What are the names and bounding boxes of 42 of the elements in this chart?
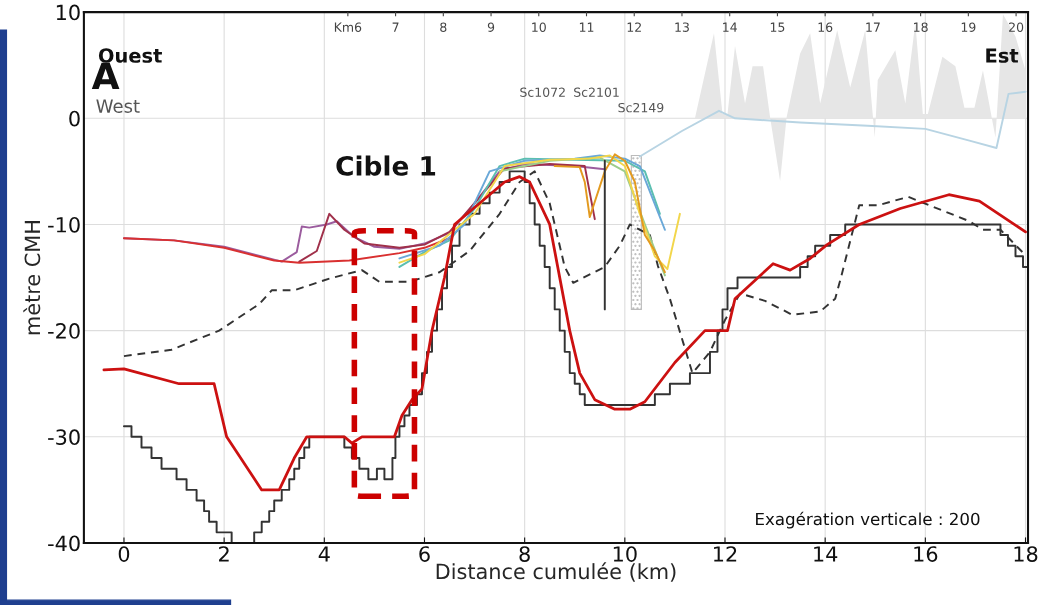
x-tick-label: 16 [914,546,938,562]
annotation: Cible 1 [336,155,436,176]
x2-tick-label: 14 [723,22,737,32]
annotation: Est [986,48,1019,63]
x-axis-title: Distance cumulée (km) [436,562,676,582]
x2-tick-label: 20 [1009,22,1024,32]
y-axis-title: mètre CMH [23,221,41,335]
x2-tick-label: 15 [770,22,785,32]
x-tick-label: 14 [814,546,838,562]
annotation: Ouest [98,48,162,63]
x2-tick-label: 16 [818,22,833,32]
x-tick-label: 12 [714,546,737,562]
x2-tick-label: 11 [579,22,594,32]
annotation: Exagération verticale : 200 [756,511,980,529]
annotation: Sc1072 [520,87,565,97]
x-tick-label: 8 [519,546,530,562]
y-tick-label: -20 [48,323,80,339]
x2-tick-label: Km6 [334,22,362,32]
x-tick-label: 4 [318,546,330,562]
y-tick-label: -40 [48,535,80,552]
x2-tick-label: 19 [961,22,976,32]
x2-tick-label: 10 [532,22,546,32]
annotation: Sc2149 [618,102,664,113]
x-tick-label: 6 [419,546,430,562]
y-tick-label: 10 [56,4,80,21]
y-tick-label: -30 [48,429,80,446]
x-tick-label: 2 [219,546,229,562]
x2-tick-label: 7 [392,22,399,32]
y-tick-label: 0 [69,110,80,127]
x2-tick-label: 9 [487,22,495,32]
x2-tick-label: 18 [914,22,928,32]
annotation: West [96,99,140,113]
x2-tick-label: 12 [627,22,641,32]
x-tick-label: 0 [118,546,130,562]
x-tick-label: 18 [1014,546,1038,562]
y-tick-label: -10 [48,216,80,233]
x2-tick-label: 17 [866,22,880,32]
annotation: Sc2101 [574,87,619,97]
x2-tick-label: 8 [440,22,447,32]
annotation: A [91,62,120,89]
x-tick-label: 10 [613,546,637,562]
x2-tick-label: 13 [675,22,689,32]
